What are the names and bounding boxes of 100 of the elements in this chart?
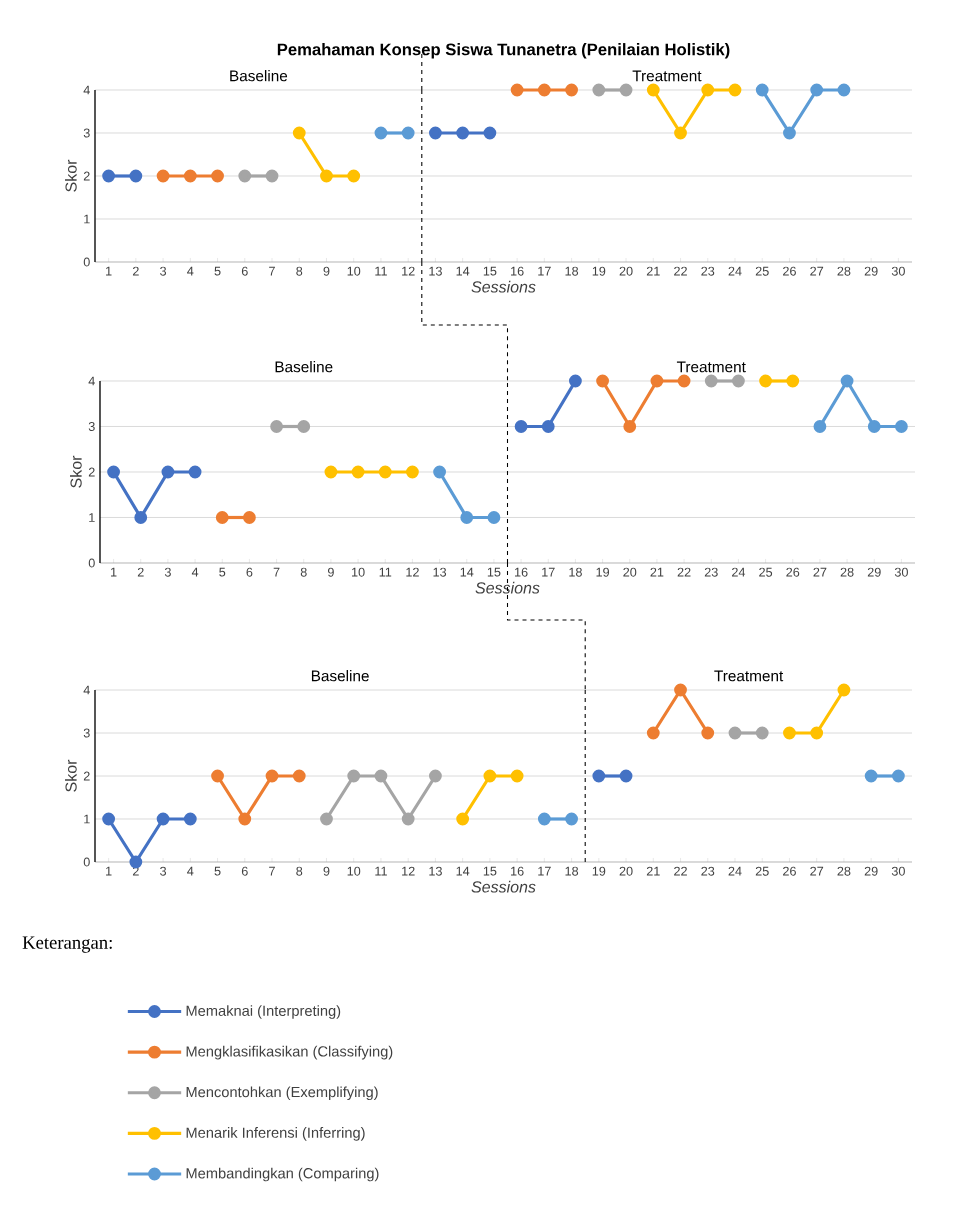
x-tick-label: 17 bbox=[538, 866, 551, 876]
x-tick-label: 6 bbox=[241, 866, 248, 876]
text: Baseline bbox=[311, 670, 369, 682]
x-tick-label: 27 bbox=[813, 567, 827, 577]
x-axis-title: Sessions bbox=[471, 880, 536, 893]
x-tick-label: 6 bbox=[246, 567, 253, 577]
x-tick-label: 8 bbox=[300, 567, 307, 577]
x-tick-label: 17 bbox=[538, 266, 551, 276]
x-tick-label: 14 bbox=[460, 567, 474, 577]
x-tick-label: 9 bbox=[323, 866, 330, 876]
x-tick-label: 24 bbox=[728, 866, 742, 876]
x-tick-label: 29 bbox=[867, 567, 881, 577]
y-tick-label: 4 bbox=[88, 376, 95, 386]
text: Treatment bbox=[676, 361, 746, 373]
x-tick-label: 13 bbox=[433, 567, 447, 577]
x-tick-label: 20 bbox=[619, 266, 633, 276]
x-tick-label: 19 bbox=[596, 567, 610, 577]
x-tick-label: 8 bbox=[296, 266, 303, 276]
x-tick-label: 14 bbox=[456, 866, 470, 876]
x-tick-label: 23 bbox=[704, 567, 718, 577]
x-tick-label: 4 bbox=[187, 266, 194, 276]
y-tick-label: 4 bbox=[83, 685, 90, 695]
x-tick-label: 29 bbox=[864, 866, 878, 876]
x-tick-label: 22 bbox=[674, 866, 687, 876]
x-tick-label: 10 bbox=[347, 266, 361, 276]
x-tick-label: 2 bbox=[137, 567, 144, 577]
legend-label: Mencontohkan (Exemplifying) bbox=[186, 1086, 378, 1101]
x-tick-label: 11 bbox=[379, 567, 392, 577]
x-tick-label: 18 bbox=[569, 567, 582, 577]
y-tick-label: 0 bbox=[83, 257, 90, 267]
x-tick-label: 10 bbox=[352, 567, 365, 577]
x-tick-label: 25 bbox=[755, 866, 769, 876]
x-tick-label: 28 bbox=[837, 866, 851, 876]
x-tick-label: 16 bbox=[515, 567, 528, 577]
x-tick-label: 25 bbox=[755, 266, 769, 276]
x-tick-label: 5 bbox=[214, 266, 221, 276]
x-axis-title: Sessions bbox=[475, 581, 540, 594]
x-tick-label: 11 bbox=[375, 866, 387, 876]
x-tick-label: 24 bbox=[732, 567, 746, 577]
x-tick-label: 3 bbox=[160, 866, 167, 876]
y-axis-title: Skor bbox=[65, 159, 77, 192]
x-tick-label: 30 bbox=[891, 866, 905, 876]
text: Baseline bbox=[230, 70, 288, 82]
x-tick-label: 14 bbox=[456, 266, 470, 276]
x-tick-label: 30 bbox=[891, 266, 905, 276]
x-tick-label: 26 bbox=[786, 567, 800, 577]
x-tick-label: 2 bbox=[132, 266, 139, 276]
x-tick-label: 9 bbox=[327, 567, 334, 577]
x-tick-label: 5 bbox=[214, 866, 221, 876]
x-tick-label: 20 bbox=[623, 567, 637, 577]
x-tick-label: 1 bbox=[106, 866, 112, 876]
x-tick-label: 28 bbox=[837, 266, 851, 276]
x-tick-label: 22 bbox=[674, 266, 687, 276]
x-tick-label: 26 bbox=[783, 266, 796, 276]
x-tick-label: 18 bbox=[565, 266, 579, 276]
x-tick-label: 18 bbox=[565, 866, 579, 876]
y-tick-label: 0 bbox=[83, 857, 90, 867]
x-tick-label: 6 bbox=[241, 266, 248, 276]
y-tick-label: 1 bbox=[84, 214, 90, 224]
x-tick-label: 4 bbox=[187, 866, 194, 876]
x-tick-label: 29 bbox=[864, 266, 878, 276]
x-tick-label: 12 bbox=[406, 567, 419, 577]
y-tick-label: 1 bbox=[89, 513, 95, 522]
x-tick-label: 21 bbox=[650, 567, 664, 577]
x-tick-label: 19 bbox=[592, 866, 606, 876]
x-tick-label: 23 bbox=[701, 866, 715, 876]
y-axis-title: Skor bbox=[65, 759, 77, 792]
chart-title: Pemahaman Konsep Siswa Tunanetra (Penilaian Holistik) bbox=[277, 43, 730, 59]
y-tick-label: 2 bbox=[83, 171, 90, 181]
x-tick-label: 17 bbox=[542, 567, 555, 577]
x-tick-label: 11 bbox=[375, 266, 387, 276]
legend-label: Menarik Inferensi (Inferring) bbox=[186, 1127, 365, 1141]
x-tick-label: 8 bbox=[296, 866, 303, 876]
x-tick-label: 16 bbox=[511, 866, 524, 876]
x-tick-label: 19 bbox=[592, 266, 606, 276]
x-tick-label: 12 bbox=[402, 266, 415, 276]
x-tick-label: 7 bbox=[269, 266, 275, 276]
x-tick-label: 27 bbox=[810, 866, 824, 876]
x-tick-label: 3 bbox=[160, 266, 167, 276]
x-tick-label: 27 bbox=[810, 266, 824, 276]
x-tick-label: 7 bbox=[269, 866, 275, 876]
legend-label: Membandingkan (Comparing) bbox=[186, 1167, 379, 1182]
y-tick-label: 0 bbox=[88, 558, 95, 568]
y-tick-label: 3 bbox=[88, 422, 95, 431]
x-tick-label: 25 bbox=[759, 567, 773, 577]
x-tick-label: 10 bbox=[347, 866, 361, 876]
x-tick-label: 21 bbox=[646, 866, 660, 876]
x-tick-label: 7 bbox=[273, 567, 280, 577]
x-tick-label: 15 bbox=[487, 567, 501, 577]
x-tick-label: 24 bbox=[728, 266, 742, 276]
x-axis-title: Sessions bbox=[471, 280, 536, 293]
x-tick-label: 16 bbox=[511, 266, 524, 276]
legend-title: Keterangan: bbox=[22, 936, 112, 953]
x-tick-label: 4 bbox=[191, 567, 199, 577]
x-tick-label: 22 bbox=[677, 567, 691, 577]
x-tick-label: 1 bbox=[111, 567, 117, 577]
x-tick-label: 13 bbox=[429, 866, 442, 876]
y-tick-label: 2 bbox=[88, 467, 95, 477]
y-tick-label: 4 bbox=[83, 85, 90, 95]
y-tick-label: 1 bbox=[84, 814, 90, 824]
